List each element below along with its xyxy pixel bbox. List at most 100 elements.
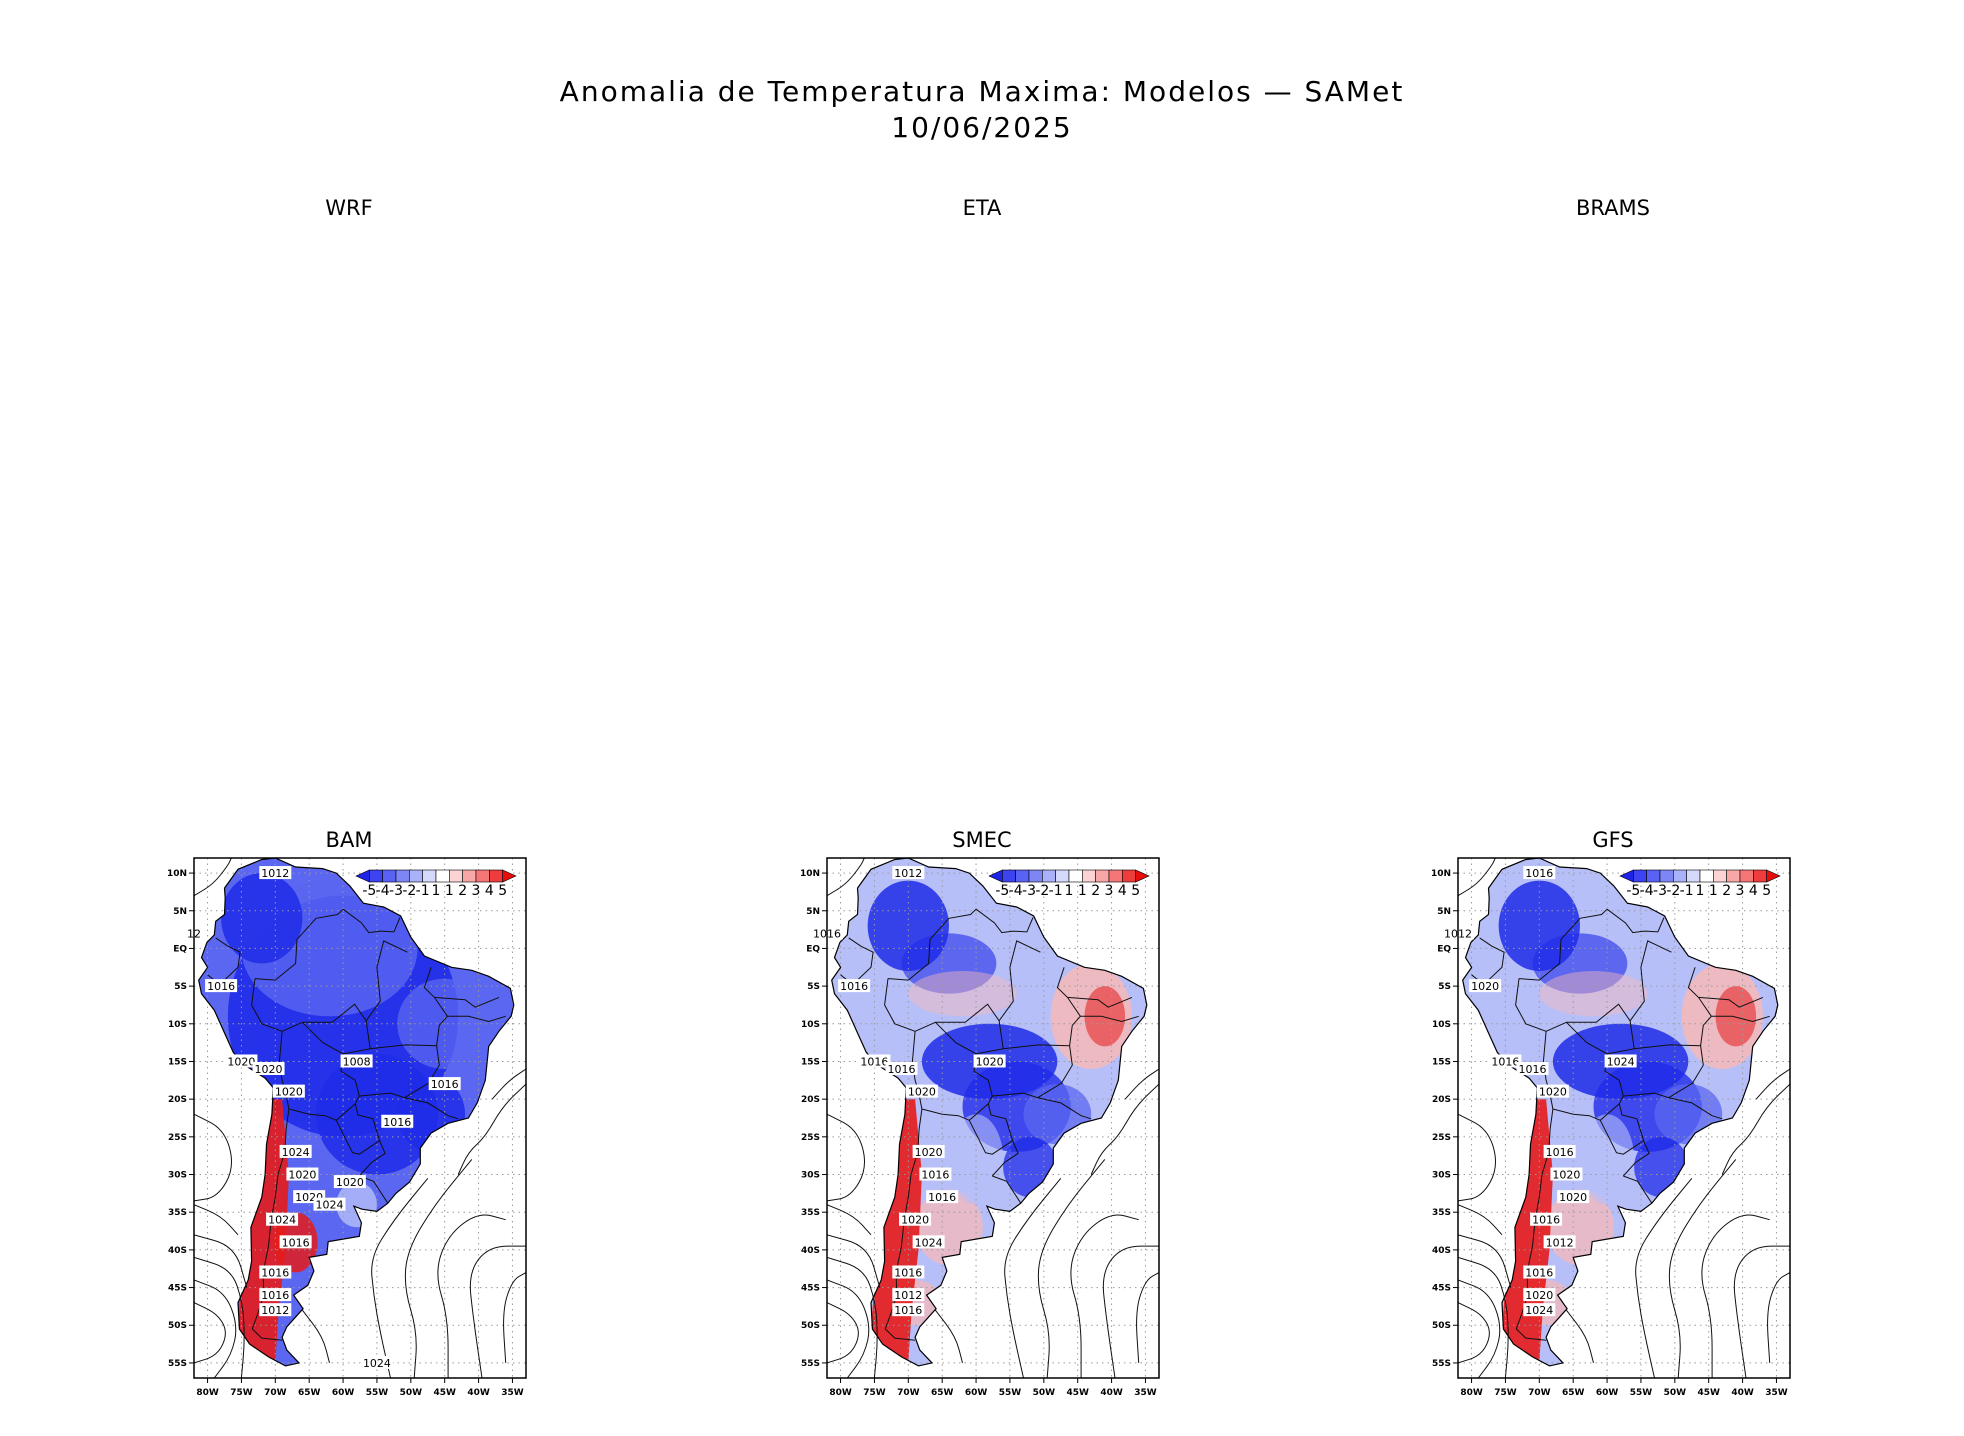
border-line (991, 1140, 1019, 1177)
contour-label: 1024 (316, 1199, 344, 1212)
isobar-line (1635, 1177, 1693, 1378)
y-tick-label: 35S (801, 1208, 820, 1218)
colorbar-segment (422, 869, 437, 883)
contour-label-bg (1516, 1062, 1549, 1076)
anomaly-patch (901, 933, 997, 994)
isobar-line (491, 1068, 526, 1100)
isobar-line (935, 1309, 963, 1364)
colorbar: -5 -4 -3 -2 -1 1 1 2 3 4 5 (355, 869, 517, 899)
contour-label: 1020 (1471, 980, 1499, 993)
x-tick-label: 70W (1528, 1388, 1551, 1398)
isobar-line (1458, 1113, 1497, 1202)
isobar-line (1733, 1245, 1790, 1378)
y-tick-label: 30S (801, 1171, 820, 1181)
colorbar-segment (475, 869, 490, 883)
panel-title-brams: BRAMS (1576, 196, 1650, 220)
contour-label: 1012 (894, 1289, 922, 1302)
border-line (1515, 978, 1547, 1032)
contour-label: 1016 (1525, 867, 1553, 880)
y-tick-label: 5N (806, 907, 820, 917)
y-tick-label: 50S (1432, 1321, 1451, 1331)
isobar-line (1458, 1302, 1490, 1364)
border-line (1566, 1003, 1635, 1049)
border-line (365, 940, 408, 1022)
anomaly-patch (908, 971, 1017, 1017)
anomaly-patch (221, 873, 303, 964)
isobar-line (827, 1234, 881, 1288)
isobar-line (404, 1159, 473, 1378)
y-tick-label: 10N (800, 869, 820, 879)
contour-label: 1020 (1539, 1086, 1567, 1099)
y-tick-label: 35S (1432, 1208, 1451, 1218)
border-line (423, 967, 448, 1017)
anomaly-patch (1715, 986, 1757, 1047)
figure-title-date: 10/06/2025 (891, 111, 1073, 144)
contour-label: 1024 (915, 1236, 943, 1249)
y-tick-label: 5N (1437, 907, 1451, 917)
colorbar-label: -1 (416, 883, 430, 899)
colorbar-segment (1766, 869, 1781, 883)
x-tick-label: 75W (1494, 1388, 1517, 1398)
colorbar-segment (1646, 869, 1661, 883)
colorbar-segment (435, 869, 450, 883)
contour-label: 1016 (921, 1169, 949, 1182)
contour-label: 1016 (1491, 1055, 1519, 1068)
contour-label: 1024 (282, 1146, 310, 1159)
isobar-line (1767, 1272, 1790, 1363)
y-tick-label: 5N (173, 907, 187, 917)
contour-label: 1020 (1525, 1289, 1553, 1302)
isobar-line (457, 1083, 526, 1175)
colorbar-segment (1673, 869, 1687, 883)
isobar-line (1037, 1159, 1106, 1378)
x-tick-label: 70W (264, 1388, 287, 1398)
contour-label: 1016 (860, 1055, 888, 1068)
border-line (1552, 1103, 1620, 1121)
isobar-line (503, 1272, 526, 1363)
colorbar-segment (1122, 869, 1136, 883)
contour-label: 1020 (227, 1055, 255, 1068)
colorbar-label: 2 (1091, 883, 1100, 899)
isobar-line (827, 1302, 859, 1364)
colorbar-segment (369, 869, 383, 883)
contour-label: 1020 (275, 1086, 303, 1099)
x-tick-label: 40W (467, 1388, 490, 1398)
border-line (302, 1003, 371, 1049)
x-tick-label: 75W (863, 1388, 886, 1398)
y-tick-label: 30S (168, 1171, 187, 1181)
isobar-line (1458, 1256, 1509, 1378)
contour-label-bg (266, 1212, 299, 1226)
x-tick-label: 80W (829, 1388, 852, 1398)
x-tick-label: 60W (332, 1388, 355, 1398)
x-tick-label: 60W (965, 1388, 988, 1398)
colorbar-label: 3 (472, 883, 481, 899)
contour-label-bg (1550, 1167, 1583, 1181)
x-tick-label: 45W (1697, 1388, 1720, 1398)
colorbar-label: 1 (1709, 883, 1718, 899)
contour-label: 1024 (1607, 1055, 1635, 1068)
map-frame (826, 857, 1160, 1379)
isobar-line (1136, 1272, 1159, 1363)
y-tick-label: 50S (168, 1321, 187, 1331)
colorbar-label: 3 (1736, 883, 1745, 899)
x-tick-label: 35W (1134, 1388, 1157, 1398)
colorbar: -5 -4 -3 -2 -1 1 1 2 3 4 5 (988, 869, 1150, 899)
colorbar-segment (449, 869, 463, 883)
anomaly-patch (315, 1053, 438, 1175)
colorbar-label: -2 (1666, 883, 1680, 899)
map-panel-gfs: 1016101210201016101610201016102010201016… (1431, 857, 1791, 1398)
contour-label-bg (272, 1084, 305, 1098)
contour-label: 1024 (1525, 1304, 1553, 1317)
border-line (935, 1003, 1004, 1049)
colorbar-segment (1055, 869, 1070, 883)
border-line (288, 1103, 356, 1121)
colorbar-label: 3 (1105, 883, 1114, 899)
border-line (1069, 1015, 1139, 1046)
colorbar-label: 1 (1078, 883, 1087, 899)
y-tick-label: 20S (801, 1095, 820, 1105)
x-tick-label: 65W (1562, 1388, 1585, 1398)
isobar-line (194, 1204, 239, 1236)
anomaly-patch (1084, 986, 1126, 1047)
contour-label-bg (1523, 1303, 1556, 1317)
y-tick-label: 15S (1432, 1057, 1451, 1067)
colorbar-segment (1095, 869, 1110, 883)
